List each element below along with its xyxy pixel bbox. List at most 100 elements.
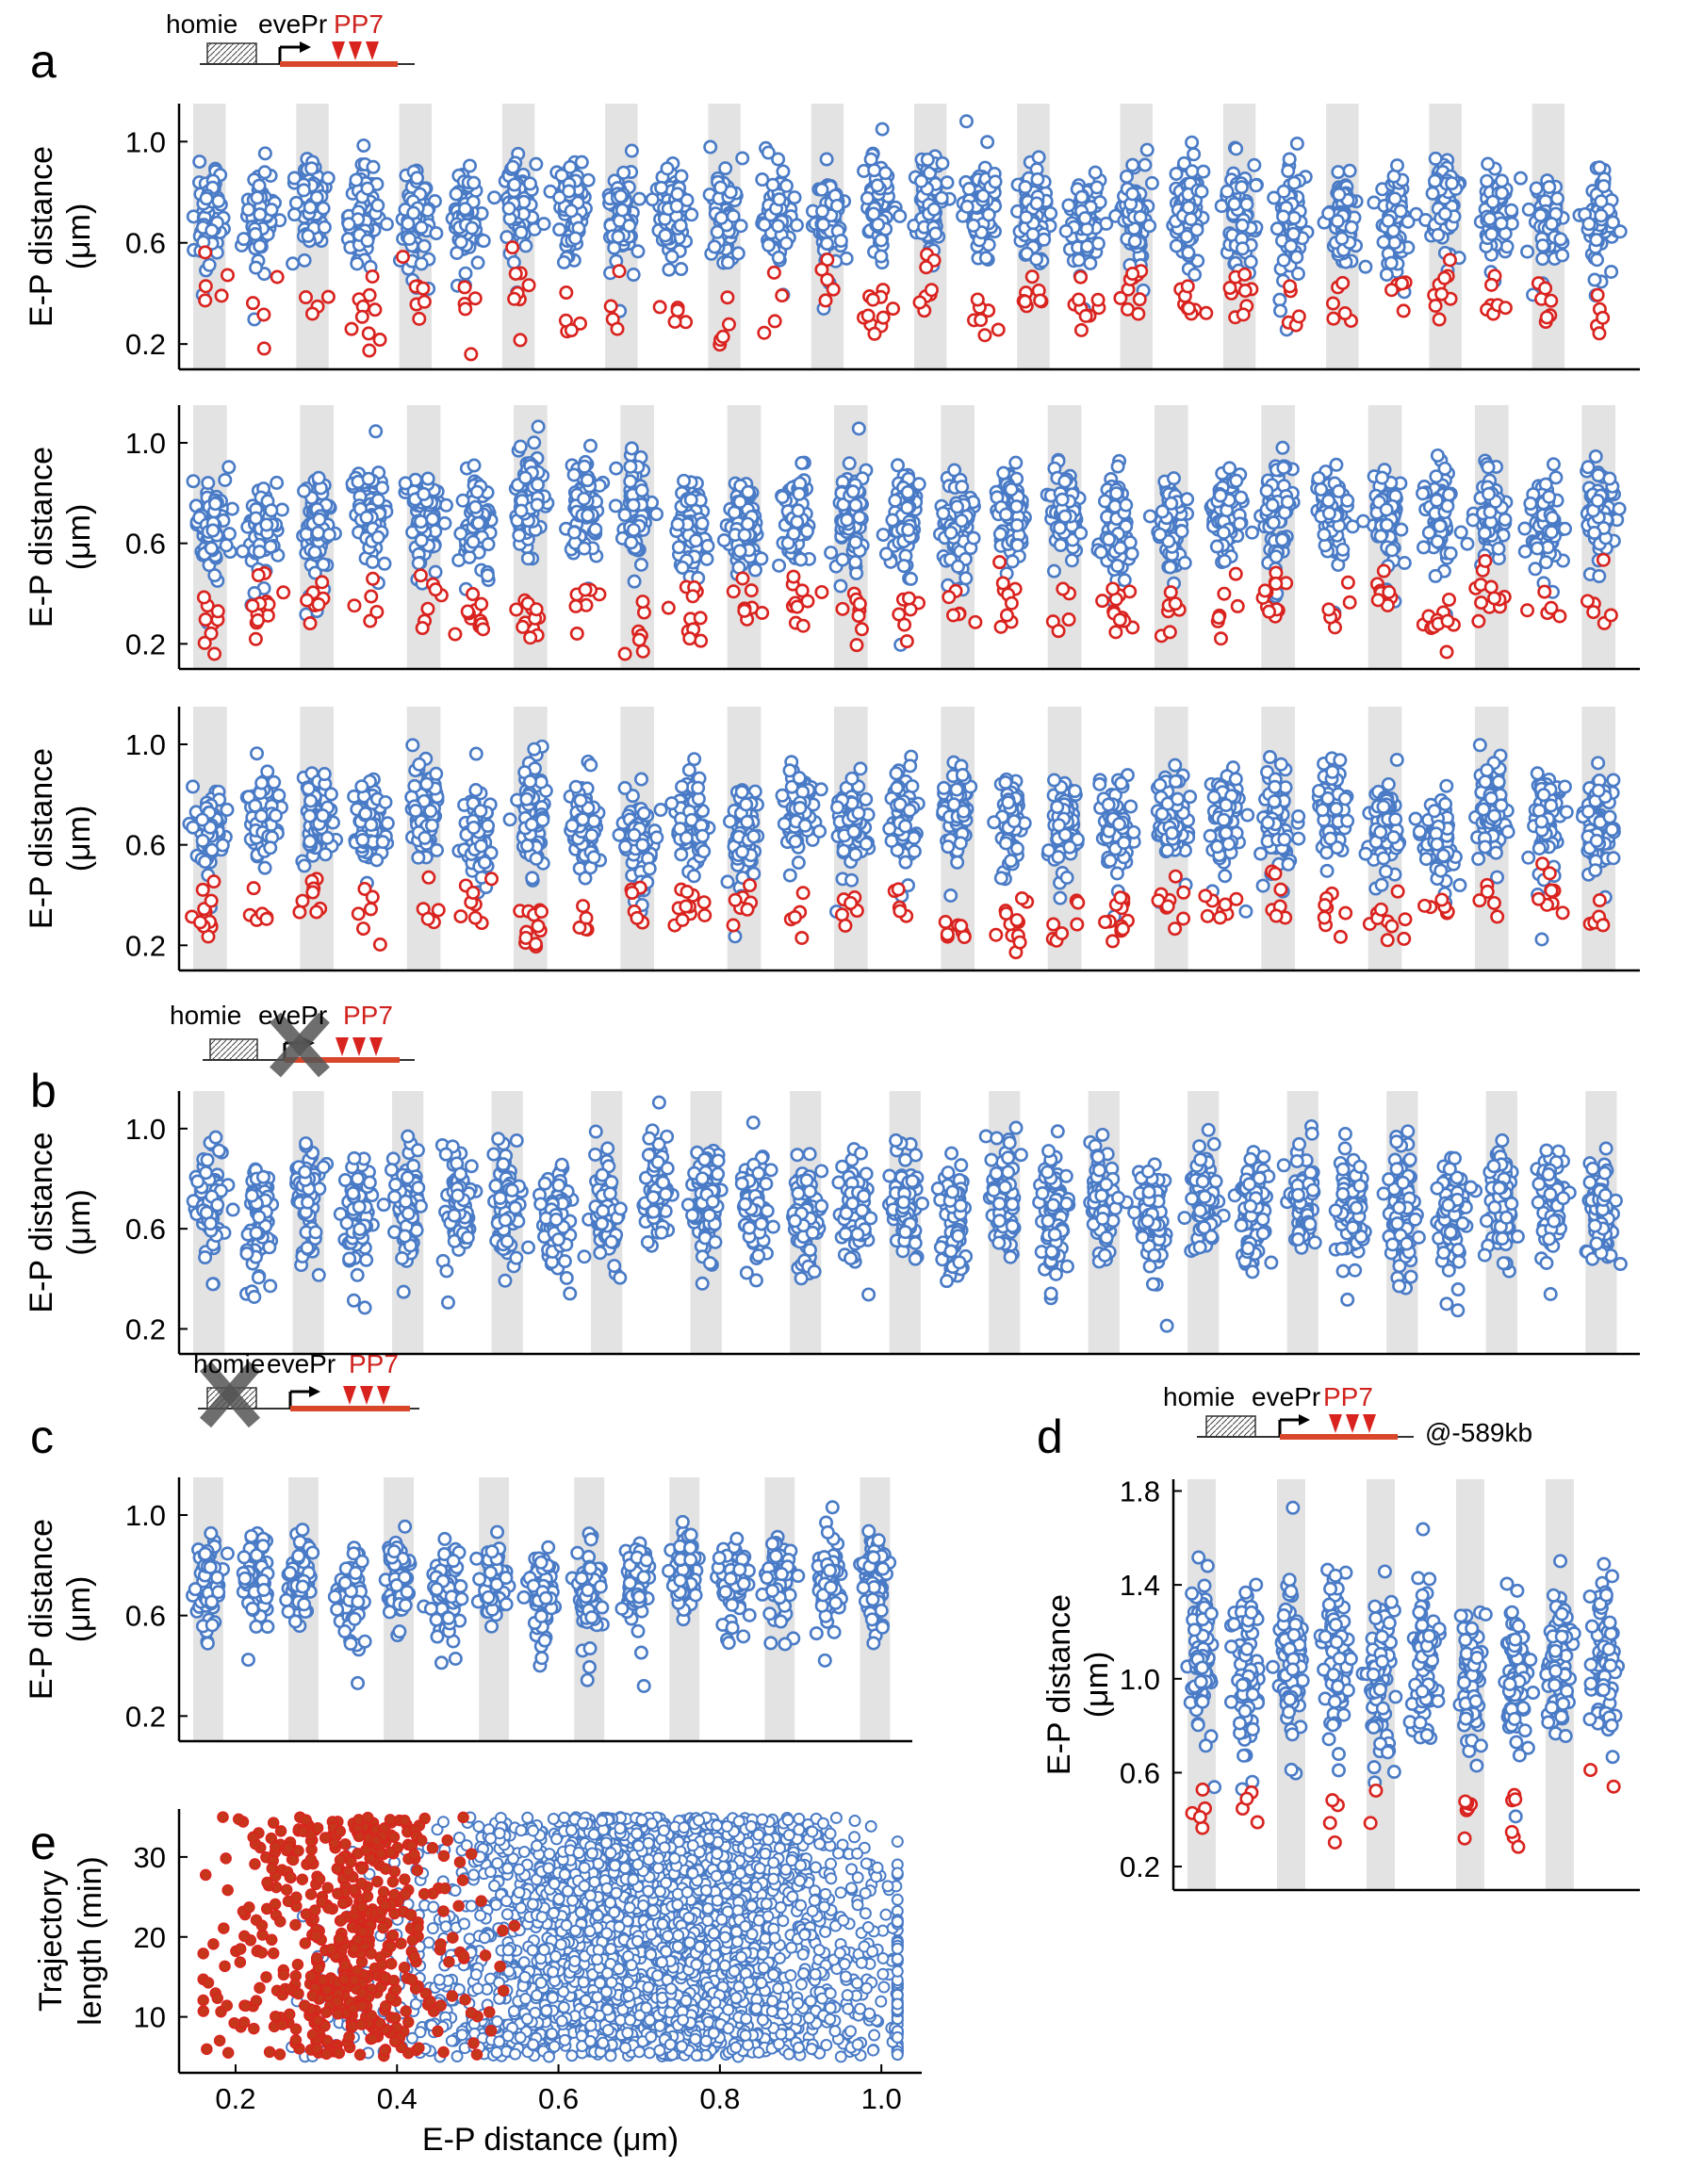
non-transcribing-point xyxy=(465,220,480,236)
non-transcribing-point xyxy=(660,161,675,176)
transcribing-point xyxy=(196,590,211,605)
non-transcribing-point xyxy=(467,820,482,835)
non-transcribing-point xyxy=(1276,209,1291,224)
non-transcribing-point xyxy=(1181,245,1196,260)
non-transcribing-point xyxy=(520,839,535,854)
non-transcribing-point xyxy=(241,203,256,218)
non-transcribing-point xyxy=(988,174,1003,189)
non-transcribing-point xyxy=(401,216,416,231)
non-transcribing-point xyxy=(959,199,975,214)
non-transcribing-point xyxy=(1125,187,1140,202)
non-transcribing-point xyxy=(1019,210,1034,225)
transcribing-point xyxy=(1125,266,1140,281)
transcribing-point xyxy=(221,268,236,283)
non-transcribing-point xyxy=(888,493,903,508)
transcribing-point xyxy=(995,576,1010,591)
non-transcribing-point xyxy=(1174,524,1189,539)
non-transcribing-point xyxy=(966,530,981,546)
non-transcribing-point xyxy=(205,523,221,538)
non-transcribing-point xyxy=(584,828,599,843)
non-transcribing-point xyxy=(1107,498,1122,513)
non-transcribing-point xyxy=(469,484,484,499)
transcribing-point xyxy=(460,604,475,619)
non-transcribing-point xyxy=(771,219,786,234)
transcribing-point xyxy=(192,915,207,930)
non-transcribing-point xyxy=(1430,534,1445,549)
non-transcribing-point xyxy=(980,135,995,150)
non-transcribing-point xyxy=(674,169,689,184)
transcribing-point xyxy=(197,635,212,650)
deletion-cross-icon xyxy=(270,1012,330,1078)
construct-reporter-label: PP7 xyxy=(1323,1382,1373,1411)
non-transcribing-point xyxy=(874,233,889,248)
non-transcribing-point xyxy=(1442,487,1457,502)
transcribing-point xyxy=(946,608,961,623)
non-transcribing-point xyxy=(507,177,522,192)
non-transcribing-point xyxy=(1445,176,1460,191)
transcribing-point xyxy=(251,612,266,627)
non-transcribing-point xyxy=(671,540,686,555)
transcribing-point xyxy=(635,595,650,610)
non-transcribing-point xyxy=(747,562,762,578)
non-transcribing-point xyxy=(1381,213,1396,228)
transcribing-point xyxy=(1342,595,1357,610)
panel-label-e: e xyxy=(30,1817,57,1869)
non-transcribing-point xyxy=(649,507,664,522)
transcribing-point xyxy=(1440,613,1455,628)
non-transcribing-point xyxy=(556,254,571,269)
non-transcribing-point xyxy=(1425,186,1440,201)
non-transcribing-point xyxy=(301,228,316,243)
non-transcribing-point xyxy=(1109,486,1124,501)
non-transcribing-point xyxy=(304,161,319,176)
non-transcribing-point xyxy=(518,238,533,253)
non-transcribing-point xyxy=(1384,255,1399,270)
non-transcribing-point xyxy=(1055,492,1070,507)
non-transcribing-point xyxy=(580,473,595,488)
non-transcribing-point xyxy=(202,257,217,272)
arrow-icon xyxy=(300,41,311,53)
non-transcribing-point xyxy=(720,255,735,270)
transcribing-point xyxy=(466,587,481,602)
transcribing-point xyxy=(521,278,536,293)
transcribing-point xyxy=(420,601,435,616)
non-transcribing-point xyxy=(1484,226,1499,241)
non-transcribing-point xyxy=(417,486,432,501)
non-transcribing-point xyxy=(1335,231,1350,246)
transcribing-point xyxy=(1590,287,1605,302)
non-transcribing-point xyxy=(1374,470,1389,485)
transcribing-point xyxy=(484,872,500,887)
non-transcribing-point xyxy=(1243,254,1258,269)
non-transcribing-point xyxy=(377,556,392,571)
non-transcribing-point xyxy=(627,574,642,589)
non-transcribing-point xyxy=(321,528,336,543)
transcribing-point xyxy=(1090,292,1106,307)
non-transcribing-point xyxy=(429,226,444,241)
non-transcribing-point xyxy=(1061,198,1076,213)
transcribing-point xyxy=(509,602,524,617)
non-transcribing-point xyxy=(257,860,272,875)
non-transcribing-point xyxy=(552,222,567,237)
non-transcribing-point xyxy=(1009,517,1024,532)
non-transcribing-point xyxy=(260,764,275,779)
transcribing-point xyxy=(670,302,685,318)
non-transcribing-point xyxy=(670,187,685,202)
non-transcribing-point xyxy=(786,526,801,541)
non-transcribing-point xyxy=(1389,158,1404,173)
non-transcribing-point xyxy=(529,851,544,866)
non-transcribing-point xyxy=(978,251,993,266)
non-transcribing-point xyxy=(935,155,950,171)
y-tick-label: 0.6 xyxy=(125,528,166,561)
transcribing-point xyxy=(396,250,411,265)
non-transcribing-point xyxy=(1317,527,1332,542)
non-transcribing-point xyxy=(975,188,991,204)
transcribing-point xyxy=(612,264,627,279)
transcribing-point xyxy=(246,881,261,896)
non-transcribing-point xyxy=(1592,160,1607,175)
non-transcribing-point xyxy=(354,779,369,794)
transcribing-point xyxy=(826,282,841,297)
non-transcribing-point xyxy=(207,568,222,583)
non-transcribing-point xyxy=(955,480,970,495)
non-transcribing-point xyxy=(624,535,639,550)
non-transcribing-point xyxy=(1058,223,1073,238)
non-transcribing-point xyxy=(794,455,810,470)
